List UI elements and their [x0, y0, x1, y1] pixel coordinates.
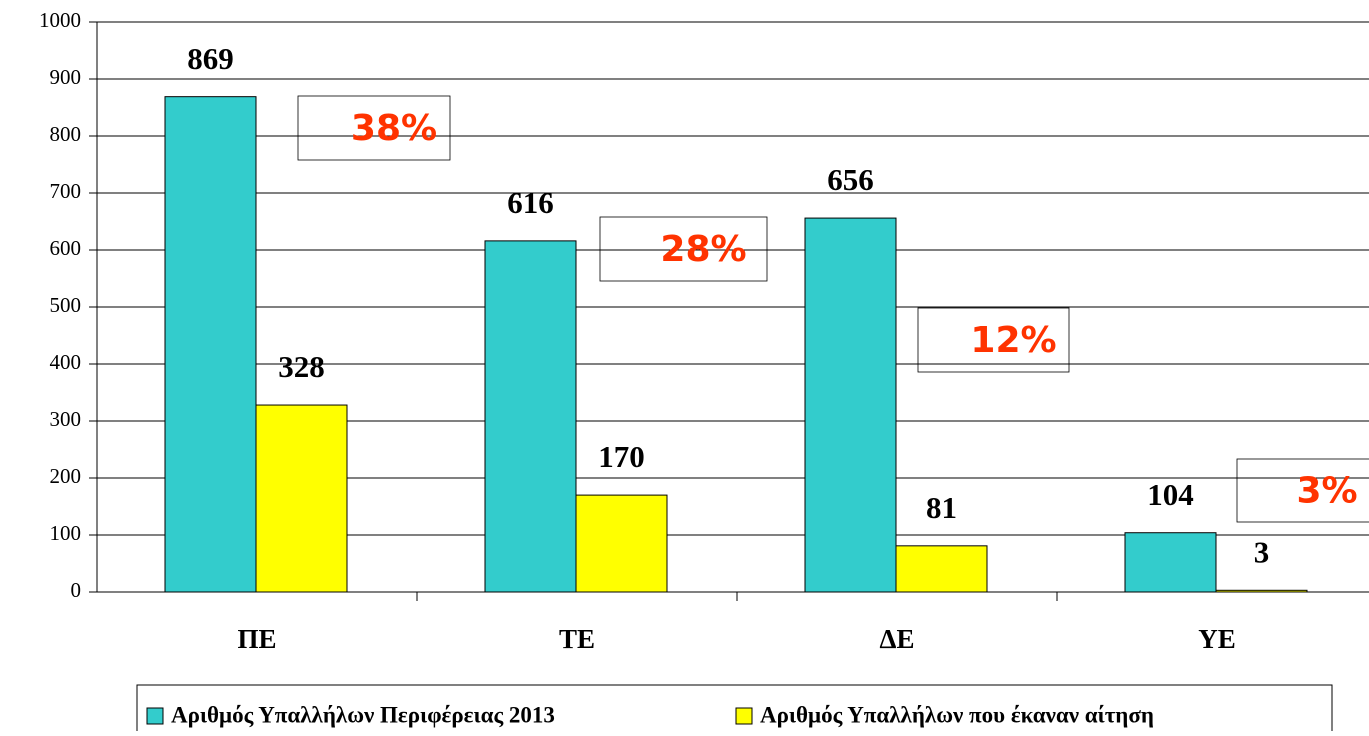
bar: [484, 240, 577, 593]
value-label: 3: [1254, 534, 1270, 569]
annotation-box: [297, 95, 451, 161]
x-tick-label: ΥΕ: [1198, 624, 1236, 654]
y-tick-label: 100: [50, 521, 82, 545]
y-tick-label: 700: [50, 179, 82, 203]
value-label: 616: [507, 185, 554, 220]
legend-swatch: [735, 707, 753, 725]
legend-swatch: [146, 707, 164, 725]
value-label: 328: [278, 349, 325, 384]
y-tick-label: 600: [50, 236, 82, 260]
annotation-box: [599, 216, 768, 282]
value-label: 869: [187, 41, 234, 76]
bar: [895, 545, 988, 593]
value-label: 170: [598, 439, 645, 474]
legend-box: [136, 684, 1333, 736]
value-label: 104: [1147, 477, 1194, 512]
legend-label: Αριθμός Υπαλλήλων που έκαναν αίτηση: [760, 702, 1154, 727]
x-tick-label: ΔΕ: [880, 624, 915, 654]
y-tick-label: 500: [50, 293, 82, 317]
annotation-box: [917, 307, 1070, 373]
x-tick-label: ΤΕ: [559, 624, 595, 654]
bar: [804, 217, 897, 593]
annotation: 12%: [970, 320, 1056, 361]
x-tick-label: ΠΕ: [237, 624, 276, 654]
bar: [164, 96, 257, 593]
y-tick-label: 1000: [39, 8, 81, 32]
annotation: 38%: [351, 108, 437, 149]
bar: [575, 494, 668, 593]
value-label: 81: [926, 490, 957, 525]
y-tick-label: 900: [50, 65, 82, 89]
bar: [255, 404, 348, 593]
y-tick-label: 300: [50, 407, 82, 431]
annotation: 3%: [1296, 471, 1357, 512]
bar: [1124, 532, 1217, 593]
bar: [1215, 589, 1308, 593]
y-tick-label: 400: [50, 350, 82, 374]
value-label: 656: [827, 162, 874, 197]
annotation-box: [1236, 458, 1369, 523]
legend-label: Αριθμός Υπαλλήλων Περιφέρειας 2013: [171, 702, 555, 727]
annotation: 28%: [660, 229, 746, 270]
y-tick-label: 800: [50, 122, 82, 146]
y-tick-label: 0: [71, 578, 82, 602]
y-tick-label: 200: [50, 464, 82, 488]
